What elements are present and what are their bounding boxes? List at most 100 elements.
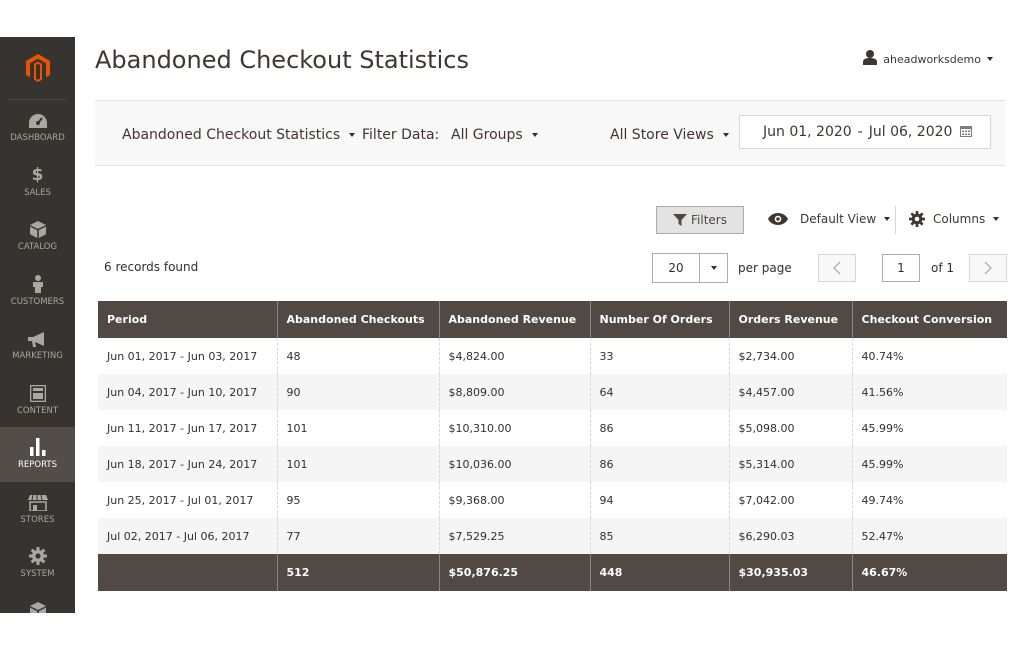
sidebar-item-partial[interactable] bbox=[0, 591, 75, 613]
page-count: of 1 bbox=[931, 261, 955, 275]
gear-icon bbox=[28, 547, 47, 566]
cell-checkout-conversion: 49.74% bbox=[851, 482, 1007, 518]
cell-orders-revenue: $6,290.03 bbox=[728, 518, 852, 554]
columns-select-label: Columns bbox=[933, 212, 986, 226]
magento-logo[interactable] bbox=[8, 37, 67, 100]
cell-abandoned-revenue: $10,036.00 bbox=[438, 446, 590, 482]
admin-sidebar: DASHBOARD $ SALES CATALOG CUSTOMERS MARK… bbox=[0, 37, 75, 613]
cell-abandoned-revenue: $10,310.00 bbox=[438, 410, 590, 446]
table-row[interactable]: Jun 18, 2017 - Jun 24, 2017 101 $10,036.… bbox=[98, 446, 1007, 482]
chevron-down-icon bbox=[722, 133, 729, 137]
cell-abandoned-revenue: $4,824.00 bbox=[438, 338, 590, 374]
date-range-picker[interactable]: Jun 01, 2020 - Jul 06, 2020 bbox=[739, 115, 991, 149]
cell-checkout-conversion: 45.99% bbox=[851, 446, 1007, 482]
cell-number-of-orders: 33 bbox=[589, 338, 729, 374]
column-header-orders-revenue[interactable]: Orders Revenue bbox=[728, 301, 852, 338]
box-icon bbox=[29, 220, 46, 239]
sidebar-item-content[interactable]: CONTENT bbox=[0, 373, 75, 428]
view-select[interactable]: Default View bbox=[768, 212, 891, 226]
table-row[interactable]: Jun 25, 2017 - Jul 01, 2017 95 $9,368.00… bbox=[98, 482, 1007, 518]
user-icon bbox=[863, 50, 878, 68]
report-type-value: Abandoned Checkout Statistics bbox=[122, 127, 341, 143]
previous-page-button[interactable] bbox=[818, 254, 856, 282]
box-icon bbox=[29, 601, 46, 613]
filter-funnel-icon bbox=[673, 214, 687, 226]
column-header-period[interactable]: Period bbox=[98, 301, 277, 338]
cell-checkout-conversion: 41.56% bbox=[851, 374, 1007, 410]
filters-button-label: Filters bbox=[691, 213, 727, 227]
column-header-abandoned-revenue[interactable]: Abandoned Revenue bbox=[438, 301, 590, 338]
report-filter-bar: Abandoned Checkout Statistics Filter Dat… bbox=[95, 100, 1005, 166]
cell-abandoned-revenue: $7,529.25 bbox=[438, 518, 590, 554]
store-icon bbox=[27, 493, 48, 511]
cell-orders-revenue: $5,098.00 bbox=[728, 410, 852, 446]
records-found: 6 records found bbox=[104, 260, 199, 274]
statistics-table: Period Abandoned Checkouts Abandoned Rev… bbox=[98, 301, 1007, 591]
chevron-right-icon bbox=[984, 259, 992, 278]
table-row[interactable]: Jun 04, 2017 - Jun 10, 2017 90 $8,809.00… bbox=[98, 374, 1007, 410]
person-icon bbox=[32, 274, 44, 293]
filters-button[interactable]: Filters bbox=[656, 206, 744, 234]
cell-abandoned-checkouts: 90 bbox=[276, 374, 439, 410]
date-from: Jun 01, 2020 bbox=[763, 124, 852, 140]
total-period bbox=[98, 554, 277, 591]
totals-row: 512 $50,876.25 448 $30,935.03 46.67% bbox=[98, 554, 1007, 591]
cell-period: Jun 04, 2017 - Jun 10, 2017 bbox=[98, 374, 277, 410]
sidebar-item-marketing[interactable]: MARKETING bbox=[0, 318, 75, 373]
magento-logo-icon bbox=[25, 54, 50, 82]
chevron-down-icon bbox=[700, 254, 727, 282]
eye-icon bbox=[768, 213, 788, 225]
column-header-number-of-orders[interactable]: Number Of Orders bbox=[589, 301, 729, 338]
column-header-checkout-conversion[interactable]: Checkout Conversion bbox=[851, 301, 1007, 338]
chevron-down-icon bbox=[993, 217, 1000, 221]
sidebar-item-label: CONTENT bbox=[16, 405, 59, 416]
sidebar-item-label: REPORTS bbox=[18, 460, 57, 471]
date-separator: - bbox=[857, 124, 863, 140]
sidebar-item-stores[interactable]: STORES bbox=[0, 482, 75, 537]
column-header-abandoned-checkouts[interactable]: Abandoned Checkouts bbox=[276, 301, 439, 338]
sidebar-item-dashboard[interactable]: DASHBOARD bbox=[0, 100, 75, 155]
cell-number-of-orders: 64 bbox=[589, 374, 729, 410]
columns-select[interactable]: Columns bbox=[909, 211, 1000, 227]
cell-number-of-orders: 85 bbox=[589, 518, 729, 554]
cell-number-of-orders: 86 bbox=[589, 410, 729, 446]
cell-period: Jun 18, 2017 - Jun 24, 2017 bbox=[98, 446, 277, 482]
sidebar-item-reports[interactable]: REPORTS bbox=[0, 427, 75, 482]
table-row[interactable]: Jul 02, 2017 - Jul 06, 2017 77 $7,529.25… bbox=[98, 518, 1007, 554]
toolbar-divider bbox=[895, 206, 896, 234]
sidebar-item-label: CATALOG bbox=[17, 242, 58, 253]
cell-orders-revenue: $2,734.00 bbox=[728, 338, 852, 374]
table-row[interactable]: Jun 01, 2017 - Jun 03, 2017 48 $4,824.00… bbox=[98, 338, 1007, 374]
report-type-select[interactable]: Abandoned Checkout Statistics bbox=[122, 127, 356, 143]
table-row[interactable]: Jun 11, 2017 - Jun 17, 2017 101 $10,310.… bbox=[98, 410, 1007, 446]
sidebar-item-catalog[interactable]: CATALOG bbox=[0, 209, 75, 264]
cell-period: Jun 01, 2017 - Jun 03, 2017 bbox=[98, 338, 277, 374]
total-abandoned-revenue: $50,876.25 bbox=[438, 554, 590, 591]
page-title: Abandoned Checkout Statistics bbox=[95, 46, 469, 74]
sidebar-item-system[interactable]: SYSTEM bbox=[0, 536, 75, 591]
sidebar-item-customers[interactable]: CUSTOMERS bbox=[0, 264, 75, 319]
store-view-select[interactable]: All Store Views bbox=[610, 127, 729, 143]
per-page-select[interactable]: 20 bbox=[652, 253, 728, 283]
sidebar-item-label: SALES bbox=[24, 187, 51, 198]
next-page-button[interactable] bbox=[969, 254, 1007, 282]
per-page-value: 20 bbox=[653, 254, 700, 282]
layout-icon bbox=[29, 384, 46, 402]
sidebar-item-label: SYSTEM bbox=[20, 569, 55, 580]
cell-period: Jul 02, 2017 - Jul 06, 2017 bbox=[98, 518, 277, 554]
per-page-label: per page bbox=[738, 261, 792, 275]
sidebar-item-sales[interactable]: $ SALES bbox=[0, 155, 75, 210]
cell-checkout-conversion: 40.74% bbox=[851, 338, 1007, 374]
page-number-input[interactable]: 1 bbox=[882, 254, 920, 282]
store-view-value: All Store Views bbox=[610, 127, 714, 143]
chevron-down-icon bbox=[987, 57, 993, 61]
user-account-menu[interactable]: aheadworksdemo bbox=[863, 50, 993, 68]
total-orders-revenue: $30,935.03 bbox=[728, 554, 852, 591]
filter-data-label: Filter Data: bbox=[362, 127, 440, 143]
cell-checkout-conversion: 45.99% bbox=[851, 410, 1007, 446]
customer-group-value: All Groups bbox=[451, 127, 523, 143]
user-name: aheadworksdemo bbox=[883, 52, 981, 66]
dollar-icon: $ bbox=[31, 164, 44, 185]
cell-orders-revenue: $7,042.00 bbox=[728, 482, 852, 518]
customer-group-select[interactable]: All Groups bbox=[451, 127, 538, 143]
